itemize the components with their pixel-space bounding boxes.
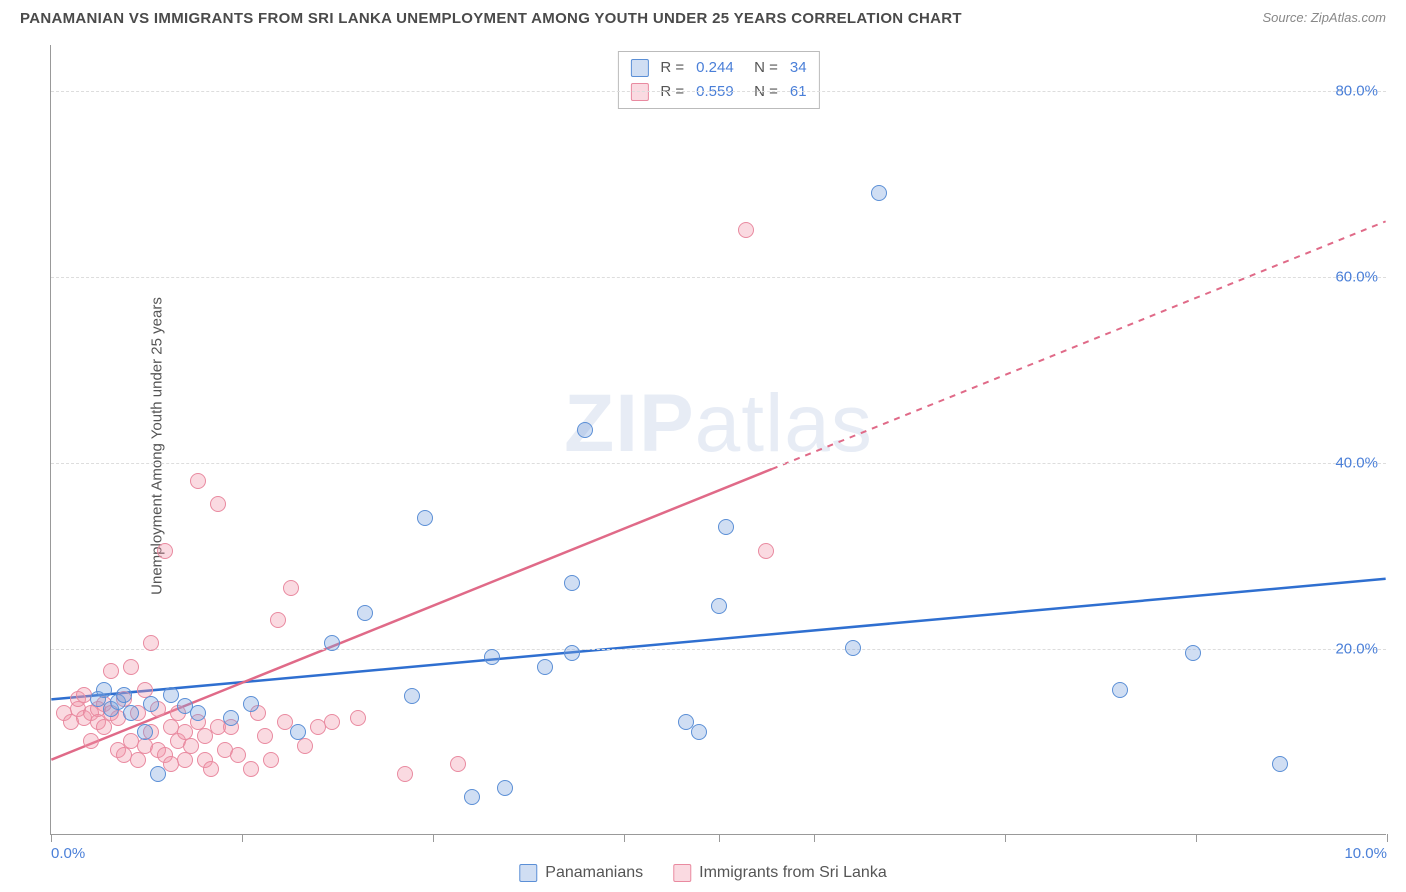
x-tick [1387,834,1388,842]
data-point [397,766,413,782]
gridline [51,463,1386,464]
data-point [871,185,887,201]
data-point [190,473,206,489]
y-tick-label: 60.0% [1335,269,1378,286]
x-tick [624,834,625,842]
source-attribution: Source: ZipAtlas.com [1262,10,1386,25]
data-point [324,635,340,651]
y-tick-label: 80.0% [1335,83,1378,100]
r-value: 0.244 [696,56,742,80]
x-tick [1196,834,1197,842]
data-point [1272,756,1288,772]
data-point [210,496,226,512]
x-tick-label: 10.0% [1344,845,1387,862]
x-tick [242,834,243,842]
data-point [711,598,727,614]
data-point [96,682,112,698]
data-point [417,510,433,526]
data-point [157,543,173,559]
data-point [1185,645,1201,661]
legend-item-panamanians: Panamanians [519,864,643,882]
x-tick [1005,834,1006,842]
x-tick [433,834,434,842]
data-point [83,733,99,749]
data-point [738,222,754,238]
data-point [243,696,259,712]
data-point [484,649,500,665]
data-point [691,724,707,740]
data-point [177,752,193,768]
data-point [357,605,373,621]
n-label: N = [754,56,778,80]
scatter-plot: ZIPatlas R = 0.244 N = 34 R = 0.559 N = … [50,45,1386,835]
correlation-legend: R = 0.244 N = 34 R = 0.559 N = 61 [617,51,819,109]
y-tick-label: 20.0% [1335,641,1378,658]
data-point [116,687,132,703]
data-point [290,724,306,740]
data-point [137,724,153,740]
x-tick [51,834,52,842]
data-point [143,635,159,651]
legend-item-srilanka: Immigrants from Sri Lanka [673,864,887,882]
data-point [758,543,774,559]
x-tick-label: 0.0% [51,845,85,862]
data-point [283,580,299,596]
data-point [123,659,139,675]
data-point [404,688,420,704]
data-point [103,663,119,679]
data-point [150,766,166,782]
data-point [450,756,466,772]
data-point [537,659,553,675]
legend-label: Immigrants from Sri Lanka [699,864,887,882]
data-point [263,752,279,768]
x-tick [814,834,815,842]
trend-line [51,579,1385,700]
data-point [243,761,259,777]
swatch-icon [673,864,691,882]
swatch-icon [630,59,648,77]
n-value: 34 [790,56,807,80]
data-point [163,687,179,703]
gridline [51,277,1386,278]
trend-line-extrapolated [772,221,1386,469]
data-point [257,728,273,744]
legend-label: Panamanians [545,864,643,882]
data-point [203,761,219,777]
data-point [1112,682,1128,698]
x-tick [719,834,720,842]
page-title: PANAMANIAN VS IMMIGRANTS FROM SRI LANKA … [20,10,962,27]
swatch-icon [519,864,537,882]
data-point [130,752,146,768]
data-point [143,696,159,712]
data-point [845,640,861,656]
data-point [123,705,139,721]
data-point [297,738,313,754]
series-legend: Panamanians Immigrants from Sri Lanka [519,864,886,882]
data-point [564,575,580,591]
data-point [230,747,246,763]
data-point [324,714,340,730]
data-point [464,789,480,805]
data-point [223,710,239,726]
watermark: ZIPatlas [564,377,873,471]
data-point [497,780,513,796]
data-point [350,710,366,726]
data-point [270,612,286,628]
gridline [51,91,1386,92]
r-label: R = [660,56,684,80]
data-point [190,705,206,721]
data-point [577,422,593,438]
data-point [718,519,734,535]
y-tick-label: 40.0% [1335,455,1378,472]
legend-row-panamanians: R = 0.244 N = 34 [630,56,806,80]
data-point [564,645,580,661]
